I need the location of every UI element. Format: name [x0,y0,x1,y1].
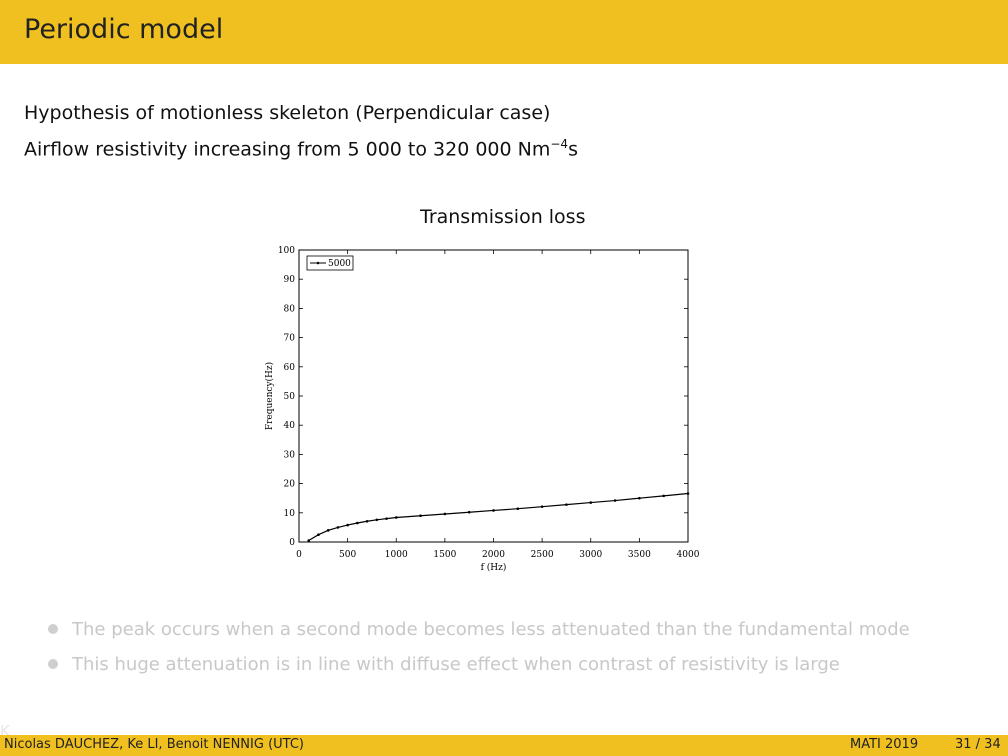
legend-marker [316,261,320,265]
slide-title: Periodic model [24,14,224,45]
data-point [638,496,641,500]
y-tick-label: 60 [284,363,296,373]
y-tick-label: 10 [284,509,296,519]
data-point [336,526,340,529]
y-tick-label: 80 [284,304,296,314]
y-tick-label: 40 [284,421,296,431]
bullet-icon [48,624,58,634]
exponent: −4 [550,137,569,151]
data-point [492,509,495,512]
transmission-loss-chart: 0 500 1000 1500 2000 2500 3000 3500 4000 0 10 20 30 4… [264,246,700,573]
y-tick-label: 70 [284,334,296,344]
y-tick-label: 90 [284,275,296,285]
chart-title: Transmission loss [420,206,586,228]
bullet-item: The peak occurs when a second mode becom… [48,616,910,651]
plot-frame [298,249,689,543]
footer-conference: MATI 2019 [850,737,919,752]
bullet-icon [48,659,58,669]
x-tick-label: 2500 [531,550,554,560]
data-point [662,494,665,498]
bullet-item: This huge attenuation is in line with di… [48,651,910,686]
data-point [356,521,359,525]
y-axis-label: Frequency(Hz) [264,362,275,430]
data-point [613,499,617,502]
data-point [686,492,690,495]
data-point [385,517,388,520]
data-point [307,539,311,542]
data-point [346,523,349,527]
legend-label: 5000 [328,259,351,269]
x-tick-label: 0 [296,550,302,560]
data-point [317,533,320,536]
data-point [394,516,398,519]
bullet-list: The peak occurs when a second mode becom… [48,616,910,686]
data-point [365,519,369,523]
resistivity-line: Airflow resistivity increasing from 5 00… [24,137,578,160]
x-tick-label: 1500 [433,550,456,560]
series-line [308,492,689,542]
y-tick-label: 100 [278,246,295,256]
data-point [419,514,422,518]
x-tick-label: 500 [339,550,356,560]
data-point [326,529,330,532]
y-tick-label: 50 [284,392,296,402]
footer-authors: Nicolas DAUCHEZ, Ke LI, Benoit NENNIG (U… [4,737,304,752]
unit-suffix: s [568,138,578,161]
x-axis-label: f (Hz) [481,562,507,573]
x-tick-label: 2000 [482,550,505,560]
footer-page-number: 31 / 34 [955,737,1001,752]
y-tick-label: 20 [284,480,296,490]
header-bar: Periodic model [0,0,1008,64]
data-point [565,503,568,506]
x-tick-label: 1000 [385,550,408,560]
hypothesis-line: Hypothesis of motionless skeleton (Perpe… [24,102,551,124]
watermark-logo: K [0,722,10,740]
data-point [443,512,447,516]
x-tick-label: 3000 [579,550,602,560]
data-point [589,501,593,504]
footer-bar: Nicolas DAUCHEZ, Ke LI, Benoit NENNIG (U… [0,735,1008,756]
data-point [467,510,471,514]
bullet-text: The peak occurs when a second mode becom… [72,619,910,640]
resistivity-text: Airflow resistivity increasing from 5 00… [24,138,551,161]
bullet-text: This huge attenuation is in line with di… [72,654,840,675]
x-tick-label: 3500 [628,550,651,560]
data-point [516,507,520,511]
data-point [540,505,544,508]
y-tick-label: 30 [284,450,296,460]
x-tick-label: 4000 [677,550,700,560]
legend-box [306,255,354,271]
y-tick-label: 0 [289,538,295,548]
data-point [375,518,379,522]
